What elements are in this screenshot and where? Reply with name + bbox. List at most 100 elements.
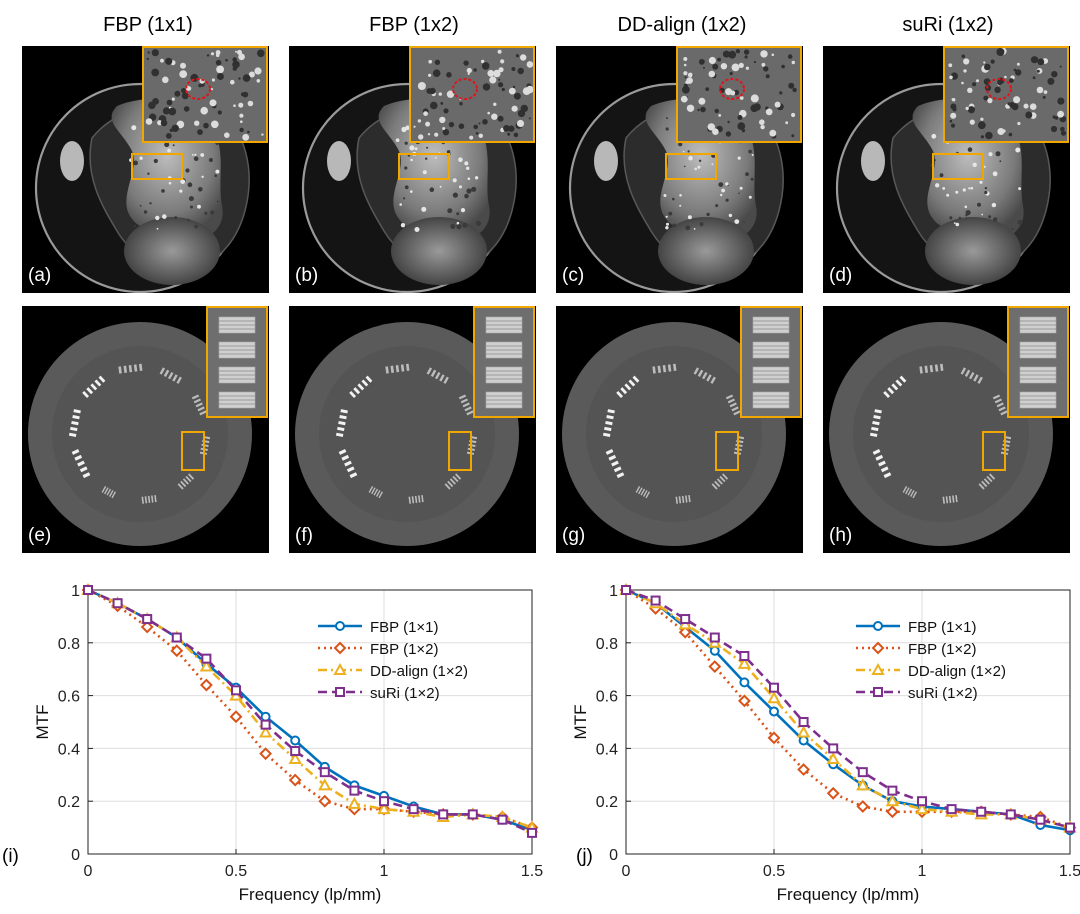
line-pair-group bbox=[191, 394, 207, 416]
bone-ct-image bbox=[34, 46, 268, 293]
line-pair-bar bbox=[873, 415, 881, 420]
trabecular-speckle bbox=[466, 188, 472, 194]
inset-texture bbox=[466, 67, 472, 74]
column-title-fbp-1x1: FBP (1x1) bbox=[103, 14, 193, 36]
data-point bbox=[1005, 809, 1016, 820]
data-point bbox=[260, 711, 271, 722]
trabecular-speckle bbox=[992, 171, 998, 177]
roi-box bbox=[665, 153, 717, 180]
line-pair-bar bbox=[86, 387, 94, 395]
inset-texture bbox=[744, 55, 748, 59]
inset-texture bbox=[428, 73, 432, 77]
data-point bbox=[258, 725, 273, 738]
line-pair-group bbox=[335, 409, 348, 437]
line-pair-bar bbox=[624, 383, 632, 391]
data-point bbox=[170, 644, 184, 658]
line-pair-bar bbox=[880, 466, 889, 473]
roi-box bbox=[982, 431, 1006, 471]
inset-texture bbox=[994, 86, 1001, 94]
inset-texture bbox=[448, 121, 455, 128]
trabecular-speckle bbox=[931, 133, 937, 139]
line-pair-bar bbox=[385, 366, 389, 374]
line-pair-bar bbox=[731, 406, 739, 412]
line-pair-bar bbox=[693, 367, 700, 375]
line-pair-bar bbox=[353, 387, 361, 395]
inset-texture bbox=[467, 72, 470, 75]
inset-texture bbox=[528, 117, 531, 120]
trabecular-speckle bbox=[968, 187, 971, 190]
bone-fragment bbox=[60, 141, 84, 181]
data-point bbox=[259, 747, 273, 761]
line-pair-bar bbox=[462, 402, 470, 408]
line-pair-bar bbox=[716, 478, 723, 485]
inset-texture bbox=[439, 116, 446, 124]
line-pair-bar bbox=[628, 379, 636, 387]
inset-texture bbox=[515, 54, 519, 58]
trabecular-speckle bbox=[414, 227, 420, 232]
trabecular-speckle bbox=[697, 165, 701, 169]
inset-texture bbox=[763, 66, 769, 72]
data-point bbox=[199, 678, 213, 692]
y-tick-label: 0.4 bbox=[58, 741, 80, 758]
inset-texture bbox=[473, 124, 478, 130]
inset-texture bbox=[512, 85, 516, 89]
ct-image-panel-c: (c) bbox=[556, 46, 803, 293]
inset-texture bbox=[508, 87, 516, 95]
inset-texture bbox=[482, 83, 491, 91]
line-pair-bar bbox=[188, 473, 195, 480]
inset-texture bbox=[427, 133, 431, 136]
line-pair-bar bbox=[185, 475, 192, 483]
line-pair-bar bbox=[411, 496, 415, 504]
trabecular-speckle bbox=[668, 211, 673, 216]
inset-texture bbox=[247, 130, 250, 134]
trabecular-speckle bbox=[426, 146, 429, 149]
line-pair-bar bbox=[71, 420, 79, 426]
inset-texture bbox=[458, 123, 465, 129]
y-tick-label: 1 bbox=[71, 583, 80, 600]
inset-texture bbox=[145, 118, 153, 125]
plot-frame bbox=[625, 589, 1071, 855]
trabecular-speckle bbox=[955, 190, 959, 194]
inset-texture bbox=[482, 119, 488, 125]
inset-texture bbox=[426, 88, 433, 94]
line-pair-group bbox=[141, 495, 157, 504]
inset-texture bbox=[215, 59, 222, 66]
trabecular-speckle bbox=[953, 222, 956, 225]
line-pair-group bbox=[978, 473, 996, 490]
line-pair-bar bbox=[722, 473, 729, 480]
inset-texture bbox=[705, 87, 710, 91]
inset-texture bbox=[489, 76, 497, 84]
inset-texture bbox=[508, 125, 515, 132]
line-pair-bar bbox=[197, 406, 205, 412]
inset-texture bbox=[765, 74, 770, 79]
inset-texture bbox=[731, 63, 740, 72]
line-pair-group bbox=[68, 409, 81, 437]
inset-texture bbox=[684, 76, 687, 79]
inset-texture bbox=[511, 67, 516, 71]
trabecular-speckle bbox=[216, 200, 219, 203]
trabecular-speckle bbox=[174, 216, 178, 220]
trabecular-speckle bbox=[698, 159, 702, 162]
inset-texture bbox=[1007, 102, 1011, 106]
data-point bbox=[467, 809, 478, 820]
line-pair-bar bbox=[872, 420, 880, 426]
inset-texture bbox=[1029, 103, 1037, 110]
inset-texture bbox=[682, 85, 690, 94]
line-pair-bar bbox=[371, 487, 376, 495]
line-pair-bar bbox=[147, 495, 151, 503]
phantom-ct-image bbox=[829, 306, 1069, 546]
data-point bbox=[873, 687, 883, 697]
trabecular-speckle bbox=[718, 182, 724, 188]
trabecular-speckle bbox=[191, 154, 194, 156]
line-pair-bar bbox=[697, 369, 704, 377]
x-tick-label: 0 bbox=[84, 863, 93, 880]
trabecular-speckle bbox=[967, 147, 973, 152]
line-pair-bar bbox=[447, 480, 454, 488]
mtf-chart-i: 0 0.5 1 1.5 0 0.2 0.4 0.6 0.8 1 Frequency (lp/mm) M… bbox=[33, 582, 543, 904]
line-pair-bar bbox=[909, 490, 915, 497]
trabecular-speckle bbox=[422, 170, 427, 175]
line-pair-bar bbox=[195, 402, 203, 408]
trabecular-speckle bbox=[162, 214, 167, 219]
inset-texture bbox=[1009, 78, 1014, 83]
trabecular-speckle bbox=[403, 197, 406, 200]
